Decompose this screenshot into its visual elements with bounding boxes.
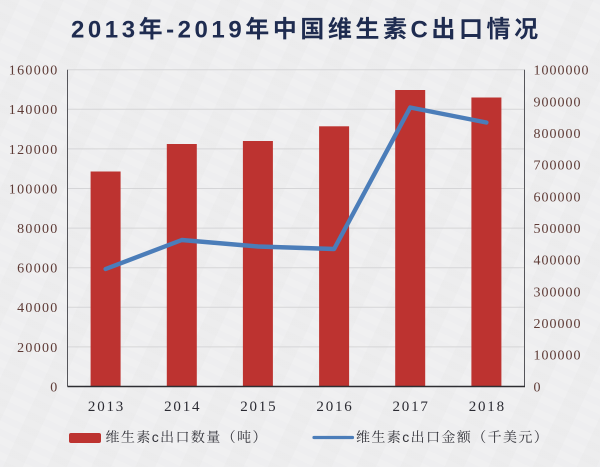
- svg-text:-2019: -2019: [166, 16, 245, 43]
- svg-text:2013: 2013: [88, 399, 125, 415]
- svg-text:900000: 900000: [534, 95, 582, 110]
- svg-text:140000: 140000: [9, 103, 59, 118]
- svg-text:600000: 600000: [534, 190, 582, 205]
- svg-text:60000: 60000: [17, 262, 59, 277]
- svg-text:0: 0: [50, 380, 58, 395]
- svg-text:1000000: 1000000: [534, 64, 590, 79]
- svg-text:500000: 500000: [534, 222, 582, 237]
- svg-text:2018: 2018: [469, 399, 506, 415]
- svg-text:2017: 2017: [393, 399, 430, 415]
- svg-text:300000: 300000: [534, 285, 582, 300]
- svg-text:40000: 40000: [17, 301, 59, 316]
- svg-text:400000: 400000: [534, 254, 582, 269]
- svg-text:800000: 800000: [534, 127, 582, 142]
- svg-text:20000: 20000: [17, 341, 59, 356]
- svg-text:2013: 2013: [71, 16, 139, 43]
- svg-text:0: 0: [534, 380, 542, 395]
- svg-text:100000: 100000: [534, 349, 582, 364]
- svg-text:2015: 2015: [240, 399, 277, 415]
- svg-text:200000: 200000: [534, 317, 582, 332]
- svg-text:160000: 160000: [9, 64, 59, 79]
- svg-text:100000: 100000: [9, 182, 59, 197]
- svg-text:80000: 80000: [17, 222, 59, 237]
- svg-text:2014: 2014: [164, 399, 201, 415]
- svg-text:2016: 2016: [316, 399, 353, 415]
- svg-text:C: C: [411, 16, 432, 43]
- svg-text:c: c: [152, 429, 160, 445]
- svg-text:700000: 700000: [534, 159, 582, 174]
- svg-text:c: c: [402, 429, 410, 445]
- svg-text:120000: 120000: [9, 143, 59, 158]
